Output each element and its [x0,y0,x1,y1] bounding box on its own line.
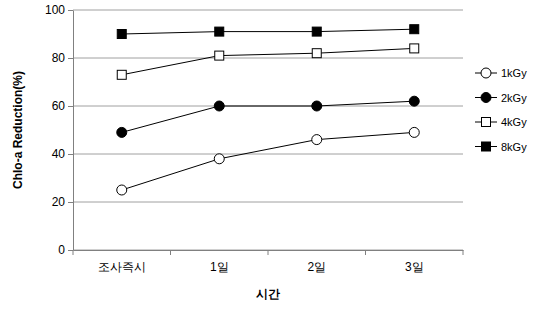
x-tick: 3일 [405,250,424,274]
series-line [122,101,415,132]
y-tick: 80 [52,51,73,65]
y-tick: 40 [52,147,73,161]
series-line [122,132,415,190]
y-tick-mark [68,202,73,203]
plot-area: 0 20 40 60 80 100 조사즉시 1일 2일 3일 [45,3,464,273]
chart: 0 20 40 60 80 100 조사즉시 1일 2일 3일시간 Chlo-a Reduction… [0,0,543,310]
grid [73,10,463,250]
x-tick-label: 조사즉시 [98,260,146,274]
legend-label: 4kGy [501,116,527,128]
point [312,49,321,58]
legend-marker [482,142,491,151]
y-tick-label: 20 [52,195,66,209]
point [410,44,419,53]
point [410,25,419,34]
x-axis: 조사즉시 1일 2일 3일 [74,250,464,274]
y-tick-mark [68,106,73,107]
legend-entry: 8kGy [475,141,527,153]
x-tick: 2일 [307,250,326,274]
point [312,135,322,145]
point [312,101,322,111]
point [215,51,224,60]
x-tick-label: 1일 [210,260,229,274]
grid-line [73,58,463,59]
y-tick-mark [68,154,73,155]
x-tick-label: 3일 [405,260,424,274]
x-separator [365,250,366,255]
point [409,96,419,106]
x-separator [170,250,171,255]
y-tick-mark [68,58,73,59]
y-tick-mark [68,10,73,11]
legend-entry: 1kGy [475,67,527,79]
legend-label: 1kGy [501,67,527,79]
point [409,127,419,137]
y-tick-label: 100 [45,3,65,17]
x-separator [268,250,269,255]
legend-label: 2kGy [501,92,527,104]
legend-entry: 4kGy [475,116,527,128]
x-tick-label: 2일 [307,260,326,274]
y-tick-label: 40 [52,147,66,161]
legend: 1kGy 2kGy 4kGy 8kGy [475,67,527,153]
series-group [117,25,420,195]
legend-marker [482,118,491,127]
y-axis: 0 20 40 60 80 100 [45,3,74,257]
x-tick: 1일 [210,250,229,274]
y-tick-label: 60 [52,99,66,113]
x-separator [463,250,464,255]
y-tick: 100 [45,3,73,17]
legend-marker [481,93,491,103]
y-tick: 60 [52,99,73,113]
grid-line [73,154,463,155]
point [214,101,224,111]
series-line [122,48,415,74]
x-separator [73,250,74,255]
y-tick-label: 0 [58,243,65,257]
grid-line [73,10,463,11]
point [117,127,127,137]
y-axis-line [73,11,74,251]
y-tick: 20 [52,195,73,209]
point [214,154,224,164]
x-tick: 조사즉시 [98,250,146,274]
legend-entry: 2kGy [475,92,527,104]
y-tick: 0 [58,243,73,257]
y-axis-title: Chlo-a Reduction(%) [11,71,25,189]
y-tick-mark [68,250,73,251]
point [215,27,224,36]
legend-label: 8kGy [501,141,527,153]
point [117,30,126,39]
y-tick-label: 80 [52,51,66,65]
grid-line [73,202,463,203]
legend-marker [481,68,491,78]
point [117,70,126,79]
series-line [122,29,415,34]
x-axis-title: 시간 [256,287,280,301]
point [117,185,127,195]
point [312,27,321,36]
